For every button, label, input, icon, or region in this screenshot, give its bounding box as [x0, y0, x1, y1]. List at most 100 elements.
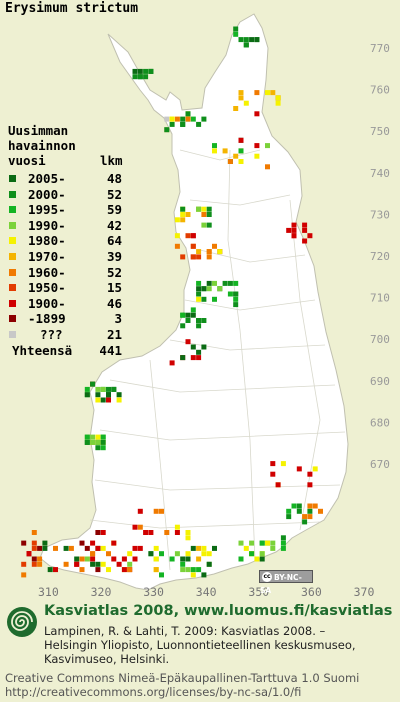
- observation-square: [201, 572, 207, 578]
- observation-square: [227, 159, 233, 164]
- legend-row: 2000- 52: [8, 187, 122, 203]
- legend-count: 39: [106, 248, 122, 264]
- observation-square: [180, 323, 186, 329]
- observation-square: [190, 233, 196, 239]
- observation-square: [238, 137, 244, 143]
- observation-square: [222, 148, 228, 154]
- observation-square: [185, 233, 191, 239]
- observation-square: [259, 551, 265, 557]
- observation-square: [265, 90, 270, 96]
- border-line: [184, 299, 316, 311]
- legend-count: 48: [106, 171, 122, 186]
- observation-square: [270, 540, 276, 546]
- border-line: [227, 149, 256, 561]
- observation-square: [180, 567, 186, 573]
- observation-square: [190, 312, 196, 318]
- observation-square: [84, 545, 90, 551]
- observation-square: [196, 545, 202, 551]
- observation-square: [318, 508, 323, 514]
- y-tick-label: 770: [370, 42, 390, 55]
- legend-row: 1960- 52: [8, 265, 122, 281]
- observation-square: [53, 545, 58, 551]
- x-tick-label: 310: [38, 585, 59, 598]
- observation-square: [254, 556, 260, 562]
- observation-square: [111, 540, 117, 546]
- observation-square: [106, 551, 111, 557]
- observation-square: [190, 572, 196, 578]
- x-tick-label: 370: [354, 585, 375, 598]
- y-tick-label: 690: [370, 375, 390, 388]
- observation-square: [291, 222, 297, 228]
- observation-square: [254, 143, 260, 149]
- legend-year-label: 1970-: [28, 248, 66, 264]
- observation-square: [254, 37, 260, 43]
- observation-square: [201, 212, 207, 217]
- observation-square: [190, 567, 196, 573]
- observation-square: [174, 524, 180, 530]
- citation-line-1: Lampinen, R. & Lahti, T. 2009: Kasviatla…: [44, 624, 326, 638]
- observation-square: [148, 530, 154, 535]
- observation-square: [100, 439, 106, 445]
- border-line: [189, 194, 291, 206]
- observation-square: [180, 312, 186, 318]
- legend-swatch: [9, 221, 16, 229]
- observation-square: [174, 116, 180, 122]
- legend-row: -1899 3: [8, 311, 122, 327]
- observation-square: [21, 561, 27, 567]
- observation-square: [95, 530, 101, 535]
- observation-square: [196, 254, 202, 260]
- observation-square: [90, 556, 96, 562]
- observation-square: [169, 116, 175, 122]
- license-line-1: Creative Commons Nimeä-Epäkaupallinen-Ta…: [5, 671, 360, 685]
- observation-square: [106, 386, 111, 392]
- observation-square: [196, 280, 202, 286]
- observation-square: [206, 212, 212, 217]
- observation-square: [116, 397, 122, 403]
- observation-square: [196, 206, 202, 212]
- citation-line-2: Helsingin Yliopisto, Luonnontieteellinen…: [44, 638, 356, 652]
- cc-license-badge[interactable]: cc BY-NC-SA: [259, 570, 313, 595]
- y-tick-label: 740: [370, 167, 390, 180]
- observation-square: [153, 508, 159, 514]
- observation-square: [106, 397, 111, 403]
- observation-square: [286, 508, 292, 514]
- observation-square: [116, 392, 122, 398]
- observation-square: [143, 68, 149, 74]
- observation-square: [280, 545, 286, 551]
- observation-square: [302, 238, 308, 244]
- footer-title: Kasviatlas 2008, www.luomus.fi/kasviatla…: [44, 603, 393, 619]
- legend-header-line-3: vuosi: [8, 153, 46, 168]
- observation-square: [243, 37, 249, 43]
- observation-square: [180, 561, 186, 567]
- border-line: [89, 519, 321, 529]
- observation-square: [132, 545, 138, 551]
- observation-square: [153, 567, 159, 573]
- observation-square: [90, 381, 96, 387]
- observation-square: [196, 121, 202, 127]
- observation-square: [37, 545, 43, 551]
- observation-square: [196, 323, 202, 329]
- observation-square: [180, 116, 186, 122]
- observation-square: [37, 561, 43, 567]
- observation-square: [153, 556, 159, 562]
- observation-square: [291, 227, 297, 233]
- observation-square: [280, 535, 286, 541]
- observation-square: [190, 307, 196, 313]
- legend-swatch: [9, 237, 16, 245]
- observation-square: [190, 243, 196, 249]
- observation-square: [196, 318, 202, 323]
- observation-square: [174, 530, 180, 535]
- observation-square: [90, 434, 96, 440]
- observation-square: [95, 397, 101, 403]
- legend-swatch: [9, 252, 16, 260]
- observation-square: [84, 439, 90, 445]
- observation-square: [180, 217, 186, 223]
- observation-square: [217, 249, 223, 255]
- observation-square: [174, 233, 180, 239]
- license-line-2: http://creativecommons.org/licenses/by-n…: [5, 685, 302, 699]
- observation-square: [164, 127, 170, 133]
- observation-square: [174, 217, 180, 223]
- observation-square: [90, 540, 96, 546]
- observation-square: [280, 461, 286, 467]
